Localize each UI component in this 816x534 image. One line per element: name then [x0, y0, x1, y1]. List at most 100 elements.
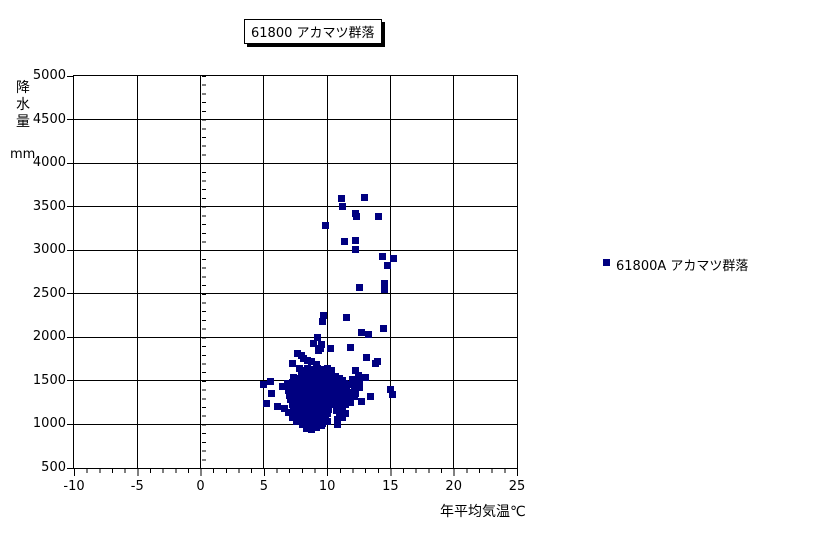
data-point — [321, 383, 329, 391]
data-point — [329, 379, 337, 387]
data-point — [301, 383, 309, 391]
data-point — [346, 343, 354, 351]
data-point — [311, 393, 319, 401]
data-point — [326, 392, 334, 400]
data-point — [335, 374, 343, 382]
data-point — [310, 406, 318, 414]
y-axis-tick — [67, 249, 74, 251]
data-point — [367, 393, 375, 401]
data-point — [288, 359, 296, 367]
data-point — [381, 280, 389, 288]
data-point — [267, 377, 275, 385]
data-point — [283, 379, 291, 387]
data-point — [340, 396, 348, 404]
data-point — [334, 416, 342, 424]
data-point — [325, 405, 333, 413]
data-point — [351, 367, 359, 375]
data-point — [292, 397, 300, 405]
data-point — [303, 356, 311, 364]
data-point — [315, 404, 323, 412]
data-point — [296, 364, 304, 372]
data-point — [305, 376, 313, 384]
data-point — [287, 396, 295, 404]
data-point — [288, 400, 296, 408]
data-point — [331, 393, 339, 401]
data-point — [300, 407, 308, 415]
y-tick-label: 2500 — [32, 285, 66, 301]
x-gridline — [453, 76, 455, 468]
x-tick-label: 10 — [318, 479, 336, 494]
data-point — [349, 376, 357, 384]
data-point — [300, 413, 308, 421]
y-gridline — [74, 293, 517, 295]
data-point — [307, 425, 315, 433]
data-point — [354, 371, 362, 379]
y-tick-label: 4500 — [32, 111, 66, 127]
data-point — [300, 374, 308, 382]
data-point — [296, 408, 304, 416]
data-point — [317, 422, 325, 430]
data-point — [320, 374, 328, 382]
data-point — [303, 417, 311, 425]
data-point — [302, 424, 310, 432]
data-point — [333, 407, 340, 415]
data-point — [360, 194, 368, 202]
data-point — [292, 417, 300, 425]
data-point — [314, 334, 322, 342]
data-point — [297, 352, 305, 360]
data-point — [306, 410, 314, 418]
data-point — [319, 400, 327, 408]
data-point — [362, 373, 370, 381]
data-point — [310, 414, 318, 422]
y-tick-label: 3500 — [32, 198, 66, 214]
data-point — [334, 398, 342, 406]
data-point — [350, 385, 358, 393]
data-point — [259, 380, 267, 388]
data-point — [289, 374, 297, 382]
x-tick-label: -10 — [63, 479, 85, 494]
data-point — [353, 213, 361, 221]
value-axis-minor-ticks — [201, 76, 206, 469]
data-point — [389, 254, 397, 262]
data-point — [308, 401, 316, 409]
y-tick-label: 5000 — [32, 68, 66, 83]
y-gridline — [74, 162, 517, 164]
data-point — [358, 397, 366, 405]
x-gridline — [326, 76, 328, 468]
y-tick-label: 500 — [41, 460, 66, 475]
data-point — [295, 375, 303, 383]
data-point — [327, 397, 335, 405]
data-point — [310, 339, 318, 347]
legend-marker-icon — [603, 259, 610, 266]
y-tick-label: 3000 — [32, 242, 66, 258]
x-tick-label: 0 — [196, 479, 205, 494]
legend-label: 61800A アカマツ群落 — [616, 259, 749, 274]
data-point — [387, 386, 395, 394]
data-point — [316, 409, 324, 417]
data-point — [316, 391, 324, 399]
data-point — [297, 395, 305, 403]
data-point — [312, 397, 320, 405]
data-point — [324, 417, 332, 425]
y-gridline — [74, 249, 517, 251]
data-point — [346, 398, 354, 406]
x-gridline — [389, 76, 391, 468]
data-point — [284, 387, 292, 395]
data-point — [298, 400, 306, 408]
chart-title: 61800 アカマツ群落 — [251, 26, 375, 41]
data-point — [388, 391, 396, 399]
data-point — [374, 213, 382, 221]
data-point — [322, 398, 330, 406]
data-point — [295, 404, 303, 412]
data-point — [316, 344, 324, 352]
data-point — [358, 329, 366, 337]
data-point — [273, 402, 281, 410]
data-point — [319, 379, 327, 387]
data-point — [325, 387, 333, 395]
x-tick-label: 25 — [508, 479, 526, 494]
data-point — [320, 312, 328, 320]
y-axis-tick — [67, 336, 74, 338]
data-point — [302, 398, 310, 406]
data-point — [330, 388, 338, 396]
data-point — [320, 407, 328, 415]
